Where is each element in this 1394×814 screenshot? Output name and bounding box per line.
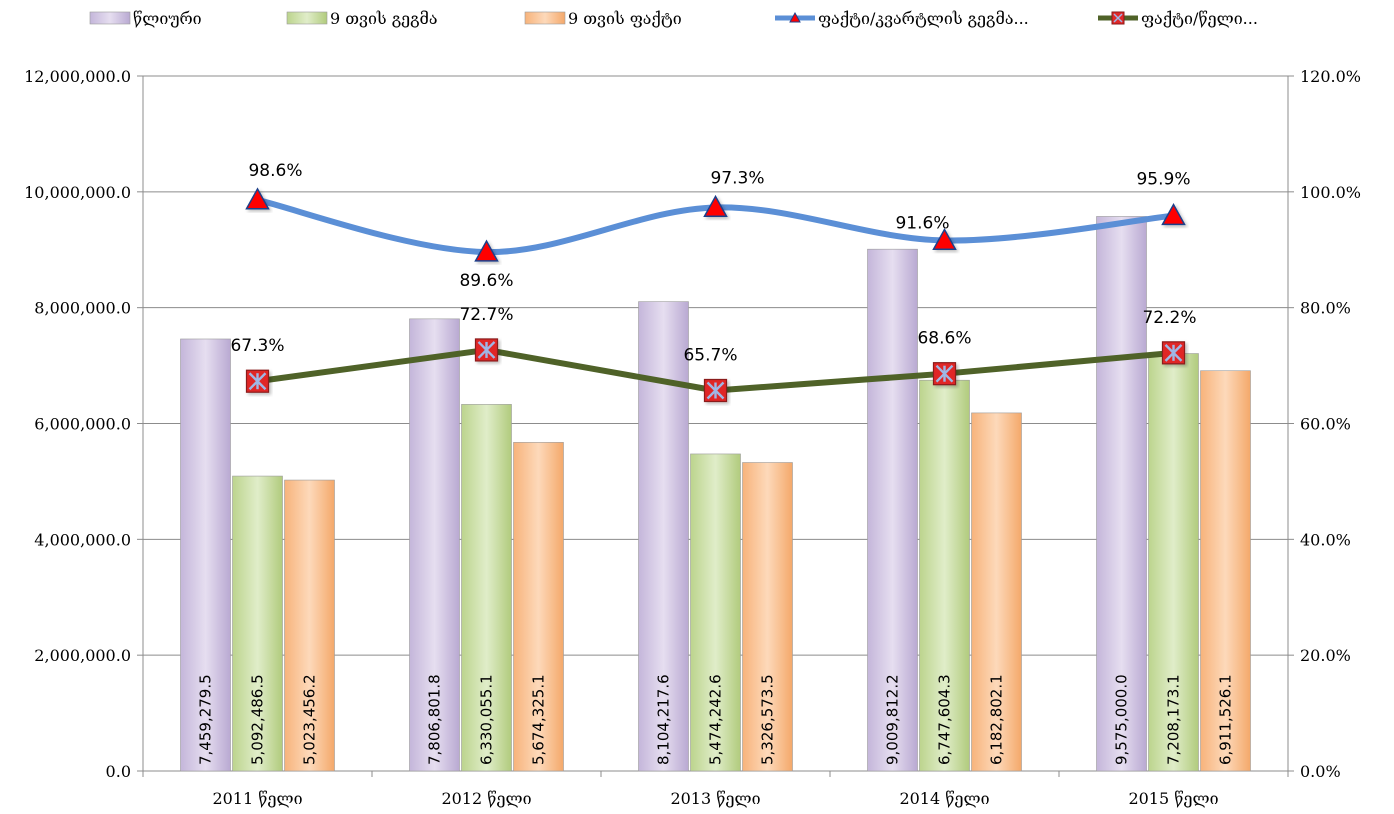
line-value-label: 95.9%: [1136, 170, 1190, 190]
line-5-point-2: [474, 338, 499, 362]
legend-label: ფაქტი/კვარტლის გეგმა...: [818, 9, 1029, 28]
legend-label: ფაქტი/წელი...: [1141, 9, 1258, 28]
x-tick-label: 2013 წელი: [670, 789, 760, 808]
bar-value-label: 7,208,173.1: [1165, 674, 1183, 765]
bar-value-label: 7,806,801.8: [426, 674, 444, 765]
bar-value-label: 8,104,217.6: [655, 674, 673, 765]
bar-value-label: 5,326,573.5: [759, 674, 777, 765]
bar-2-1: [232, 475, 283, 772]
line-5-point-4: [932, 362, 957, 386]
line-5-point-1: [245, 369, 270, 393]
legend-item-3: 9 თვის ფაქტი: [524, 9, 682, 28]
legend-swatch: [89, 11, 131, 25]
y-left-tick-label: 12,000,000.0: [24, 67, 131, 86]
bar-value-label: 7,459,279.5: [197, 674, 215, 765]
bar-1-4: [867, 248, 918, 772]
y-left-tick-label: 10,000,000.0: [24, 183, 131, 202]
line-value-label: 65.7%: [683, 345, 737, 365]
line-value-label: 72.7%: [459, 305, 513, 325]
line-4-point-2: [474, 239, 499, 262]
x-tick-label: 2015 წელი: [1128, 789, 1218, 808]
bar-value-label: 5,674,325.1: [530, 674, 548, 765]
bar-1-5: [1096, 216, 1147, 772]
bar-value-label: 9,575,000.0: [1113, 674, 1131, 765]
bar-value-label: 5,023,456.2: [301, 674, 319, 765]
x-tick-label: 2014 წელი: [899, 789, 989, 808]
legend-label: წლიური: [133, 9, 202, 28]
bar-3-2: [513, 442, 564, 772]
legend-item-5: ფაქტი/წელი...: [1098, 9, 1258, 28]
line-value-label: 97.3%: [710, 168, 764, 188]
line-value-label: 68.6%: [917, 329, 971, 349]
legend-item-2: 9 თვის გეგმა: [286, 9, 438, 28]
bar-value-label: 6,911,526.1: [1217, 674, 1235, 765]
legend-label: 9 თვის გეგმა: [330, 9, 438, 28]
bar-value-label: 5,092,486.5: [249, 674, 267, 765]
line-4-point-3: [703, 194, 728, 218]
bar-value-label: 5,474,242.6: [707, 674, 725, 765]
y-right-tick-label: 40.0%: [1300, 530, 1351, 549]
bar-2-2: [461, 404, 512, 772]
y-left-tick-label: 2,000,000.0: [34, 646, 131, 665]
bar-1-1: [180, 338, 231, 772]
y-right-tick-label: 60.0%: [1300, 415, 1351, 434]
line-5-point-3: [703, 378, 728, 403]
line-4-point-1: [245, 187, 270, 210]
line-value-label: 98.6%: [248, 161, 302, 181]
bar-3-3: [742, 462, 793, 772]
bar-value-label: 6,330,055.1: [478, 674, 496, 765]
legend-item-4: ფაქტი/კვარტლის გეგმა...: [775, 9, 1029, 28]
legend-item-1: წლიური: [89, 9, 202, 28]
y-right-tick-label: 100.0%: [1300, 183, 1361, 202]
x-tick-label: 2012 წელი: [441, 789, 531, 808]
y-right-tick-label: 0.0%: [1300, 762, 1341, 781]
y-right-tick-label: 20.0%: [1300, 646, 1351, 665]
line-5-point-5: [1161, 341, 1186, 365]
y-left-tick-label: 6,000,000.0: [34, 415, 131, 434]
line-value-label: 72.2%: [1142, 308, 1196, 328]
y-left-tick-label: 4,000,000.0: [34, 530, 131, 549]
bar-2-4: [919, 379, 970, 772]
lines: [245, 187, 1186, 403]
legend: წლიური 9 თვის გეგმა 9 თვის ფაქტი ფაქტი/კვარ…: [89, 9, 1258, 28]
bar-value-label: 6,747,604.3: [936, 674, 954, 765]
axes: 0.0 2,000,000.0 4,000,000.0 6,000,000.0 8,00…: [24, 67, 1361, 808]
bar-1-2: [409, 318, 460, 772]
x-tick-label: 2011 წელი: [212, 789, 302, 808]
bar-value-label: 6,182,802.1: [988, 674, 1006, 765]
bar-3-1: [284, 479, 335, 772]
y-left-tick-label: 0.0: [106, 762, 131, 781]
bar-3-5: [1200, 370, 1251, 772]
y-right-tick-label: 120.0%: [1300, 67, 1361, 86]
bar-2-3: [690, 453, 741, 772]
line-value-label: 67.3%: [230, 336, 284, 356]
legend-label: 9 თვის ფაქტი: [568, 9, 682, 28]
y-left-tick-label: 8,000,000.0: [34, 299, 131, 318]
legend-swatch: [524, 11, 566, 25]
y-right-tick-label: 80.0%: [1300, 299, 1351, 318]
line-value-label: 89.6%: [459, 271, 513, 291]
line-4-point-5: [1161, 203, 1186, 226]
bar-value-label: 9,009,812.2: [884, 674, 902, 765]
bars: [180, 216, 1251, 772]
line-value-label: 91.6%: [895, 213, 949, 233]
bar-2-5: [1148, 353, 1199, 772]
data-labels: 7,459,279.5 7,806,801.8 8,104,217.6 9,009,8…: [197, 161, 1235, 765]
bar-3-4: [971, 412, 1022, 772]
legend-swatch: [286, 11, 328, 25]
line-4-point-4: [932, 227, 957, 251]
legend-marker: [789, 11, 801, 23]
